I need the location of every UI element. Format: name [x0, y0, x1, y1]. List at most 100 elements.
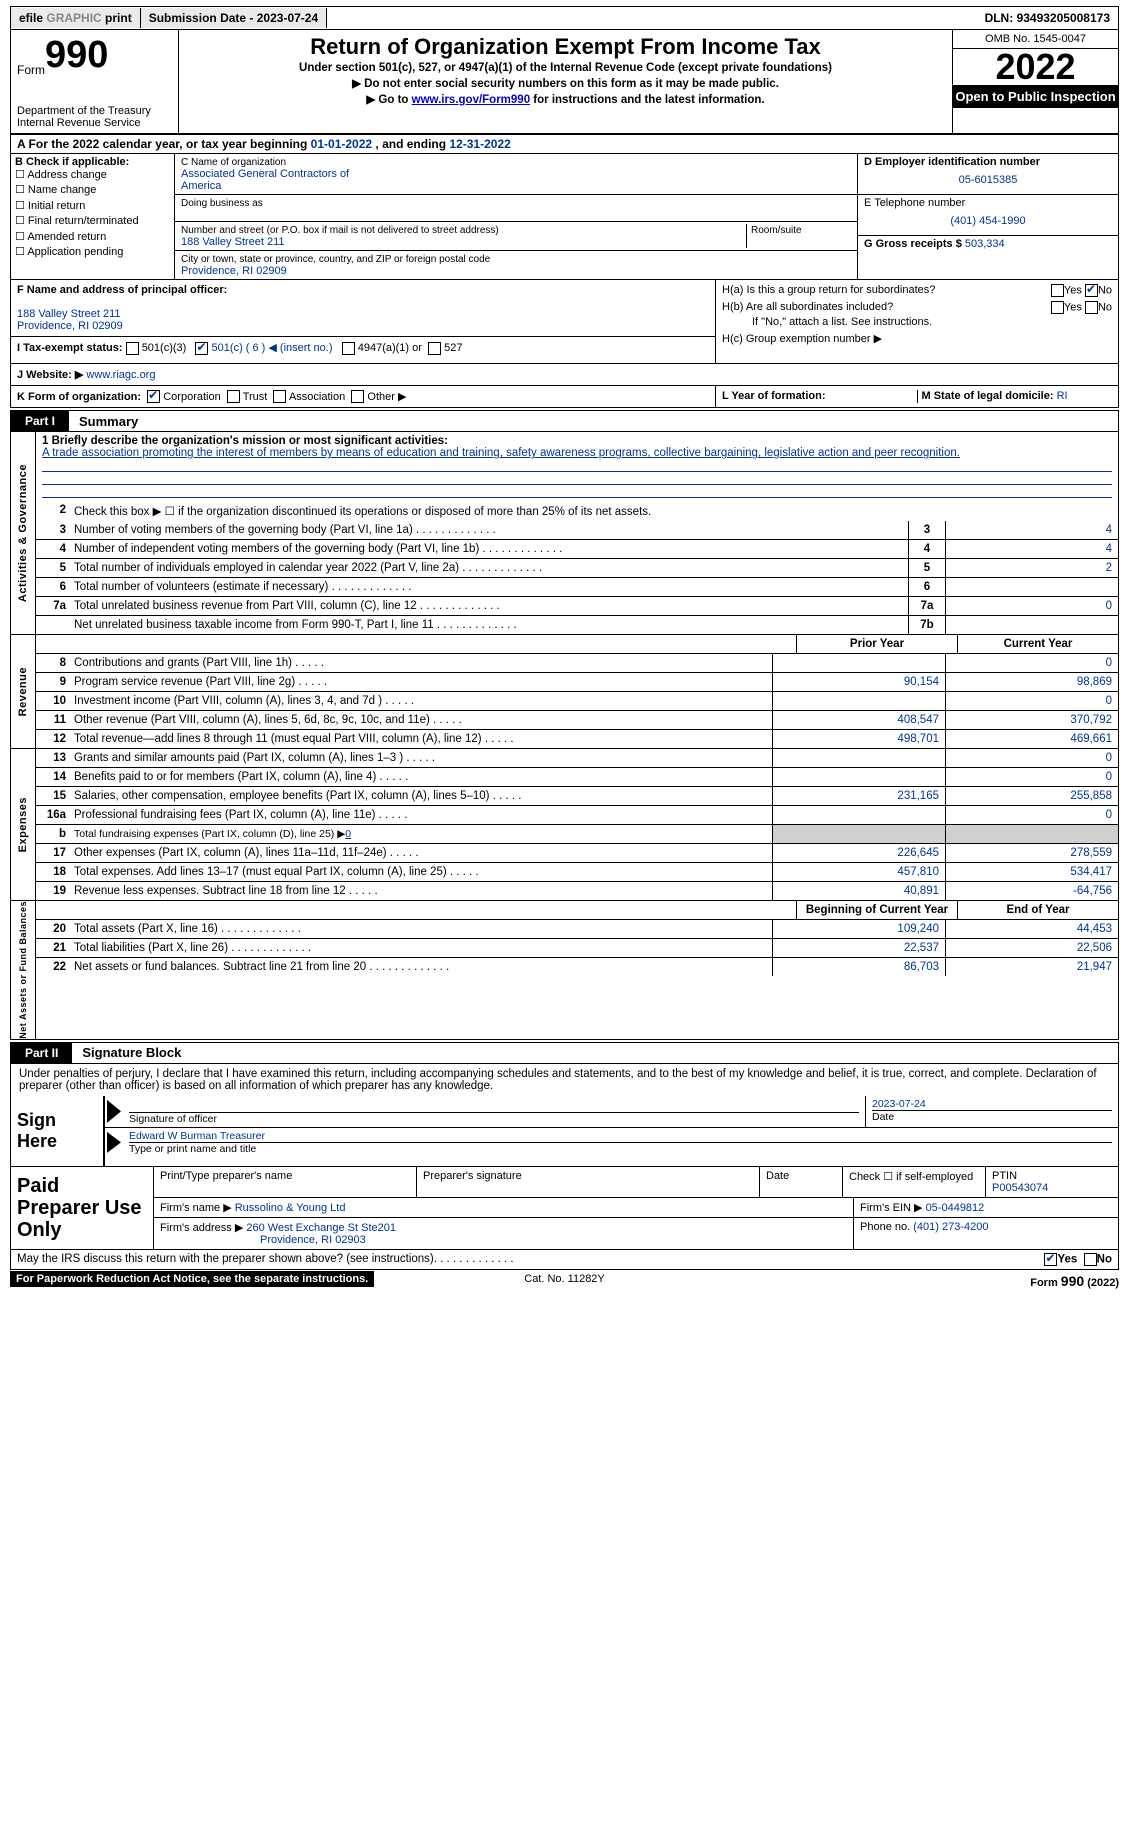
paid-preparer-lbl: Paid Preparer Use Only: [11, 1167, 153, 1249]
irs-link[interactable]: www.irs.gov/Form990: [412, 94, 530, 106]
chk-hb-yes[interactable]: [1051, 301, 1064, 314]
chk-address-change[interactable]: ☐ Address change: [15, 168, 170, 183]
dept-treasury: Department of the Treasury: [17, 105, 172, 117]
table-row: 16aProfessional fundraising fees (Part I…: [36, 806, 1118, 825]
table-row: 13Grants and similar amounts paid (Part …: [36, 749, 1118, 768]
page: efile GRAPHIC print Submission Date - 20…: [0, 0, 1129, 1302]
chk-final-return[interactable]: ☐ Final return/terminated: [15, 214, 170, 229]
table-row: Net unrelated business taxable income fr…: [36, 616, 1118, 634]
chk-501c[interactable]: [195, 342, 208, 355]
firm-name: Russolino & Young Ltd: [235, 1202, 346, 1214]
irs-label: Internal Revenue Service: [17, 117, 172, 129]
chk-hb-no[interactable]: [1085, 301, 1098, 314]
chk-trust[interactable]: [227, 390, 240, 403]
chk-initial-return[interactable]: ☐ Initial return: [15, 199, 170, 214]
sig-arrow-icon: [107, 1132, 121, 1153]
table-row: 7aTotal unrelated business revenue from …: [36, 597, 1118, 616]
table-row: 22Net assets or fund balances. Subtract …: [36, 958, 1118, 976]
table-row: 11Other revenue (Part VIII, column (A), …: [36, 711, 1118, 730]
ein: 05-6015385: [864, 168, 1112, 192]
ptin: P00543074: [992, 1182, 1048, 1194]
tax-year: 2022: [953, 49, 1118, 85]
chk-4947[interactable]: [342, 342, 355, 355]
phone: (401) 454-1990: [864, 209, 1112, 233]
table-row: 5Total number of individuals employed in…: [36, 559, 1118, 578]
row-klm: K Form of organization: Corporation Trus…: [10, 386, 1119, 409]
part1-header: Part I Summary: [10, 410, 1119, 432]
mission-brief: 1 Briefly describe the organization's mi…: [36, 432, 1118, 501]
vlabel-gov: Activities & Governance: [17, 464, 29, 602]
tax-exempt-lbl: I Tax-exempt status:: [17, 342, 123, 354]
table-row: 19Revenue less expenses. Subtract line 1…: [36, 882, 1118, 900]
chk-pending[interactable]: ☐ Application pending: [15, 245, 170, 260]
chk-527[interactable]: [428, 342, 441, 355]
vlabel-rev: Revenue: [17, 667, 29, 716]
chk-amended[interactable]: ☐ Amended return: [15, 230, 170, 245]
efile-button[interactable]: efile GRAPHIC print: [11, 8, 141, 28]
chk-ha-yes[interactable]: [1051, 284, 1064, 297]
chk-discuss-no[interactable]: [1084, 1253, 1097, 1266]
table-row: 3Number of voting members of the governi…: [36, 521, 1118, 540]
form-word: Form: [17, 63, 45, 77]
h-b: H(b) Are all subordinates included?: [722, 301, 1051, 314]
chk-discuss-yes[interactable]: [1044, 1253, 1057, 1266]
signature-block: Under penalties of perjury, I declare th…: [10, 1064, 1119, 1167]
preparer-block: Paid Preparer Use Only Print/Type prepar…: [10, 1167, 1119, 1250]
section-b: B Check if applicable: ☐ Address change …: [11, 154, 175, 279]
sig-arrow-icon: [107, 1100, 121, 1123]
row-a-period: A For the 2022 calendar year, or tax yea…: [10, 135, 1119, 154]
sig-date: 2023-07-24: [872, 1098, 926, 1110]
website[interactable]: www.riagc.org: [83, 369, 155, 381]
submission-date: Submission Date - 2023-07-24: [141, 8, 327, 28]
table-row: 17Other expenses (Part IX, column (A), l…: [36, 844, 1118, 863]
chk-other[interactable]: [351, 390, 364, 403]
chk-501c3[interactable]: [126, 342, 139, 355]
open-to-public: Open to Public Inspection: [953, 85, 1118, 108]
table-row: 6Total number of volunteers (estimate if…: [36, 578, 1118, 597]
h-c: H(c) Group exemption number ▶: [722, 332, 1112, 345]
table-row: 20Total assets (Part X, line 16)109,2404…: [36, 920, 1118, 939]
row-j: J Website: ▶ www.riagc.org: [10, 364, 1119, 386]
block-bcdeg: B Check if applicable: ☐ Address change …: [10, 154, 1119, 280]
table-row: 18Total expenses. Add lines 13–17 (must …: [36, 863, 1118, 882]
summary-netassets: Net Assets or Fund Balances xBeginning o…: [10, 901, 1119, 1040]
table-row: 15Salaries, other compensation, employee…: [36, 787, 1118, 806]
firm-ein: 05-0449812: [926, 1202, 985, 1214]
firm-phone: (401) 273-4200: [913, 1221, 988, 1233]
h-a: H(a) Is this a group return for subordin…: [722, 284, 1051, 297]
table-row: 14Benefits paid to or for members (Part …: [36, 768, 1118, 787]
footer: For Paperwork Reduction Act Notice, see …: [10, 1270, 1119, 1292]
vlabel-net: Net Assets or Fund Balances: [18, 901, 28, 1039]
header-sub2: ▶ Do not enter social security numbers o…: [185, 76, 946, 90]
dln: DLN: 93493205008173: [977, 8, 1118, 28]
table-row: 21Total liabilities (Part X, line 26)22,…: [36, 939, 1118, 958]
chk-assoc[interactable]: [273, 390, 286, 403]
section-deg: D Employer identification number05-60153…: [857, 154, 1118, 279]
gross-receipts: 503,334: [965, 238, 1005, 250]
summary-governance: Activities & Governance 1 Briefly descri…: [10, 432, 1119, 635]
chk-ha-no[interactable]: [1085, 284, 1098, 297]
block-fhi: F Name and address of principal officer:…: [10, 280, 1119, 364]
chk-name-change[interactable]: ☐ Name change: [15, 183, 170, 198]
irs-discuss-row: May the IRS discuss this return with the…: [10, 1250, 1119, 1270]
declaration: Under penalties of perjury, I declare th…: [11, 1064, 1118, 1096]
year-formation: L Year of formation:: [722, 390, 826, 402]
header-sub1: Under section 501(c), 527, or 4947(a)(1)…: [185, 62, 946, 74]
street-address: 188 Valley Street 211: [181, 236, 285, 248]
city-state-zip: Providence, RI 02909: [181, 265, 287, 277]
chk-corp[interactable]: [147, 390, 160, 403]
part2-header: Part II Signature Block: [10, 1042, 1119, 1064]
firm-addr: 260 West Exchange St Ste201: [246, 1222, 396, 1234]
h-note: If "No," attach a list. See instructions…: [722, 316, 1112, 328]
form-header: Form990 Department of the Treasury Inter…: [10, 30, 1119, 135]
toolbar: efile GRAPHIC print Submission Date - 20…: [10, 6, 1119, 30]
vlabel-exp: Expenses: [17, 797, 29, 852]
table-row: bTotal fundraising expenses (Part IX, co…: [36, 825, 1118, 844]
officer-addr1: 188 Valley Street 211: [17, 308, 121, 320]
summary-expenses: Expenses 13Grants and similar amounts pa…: [10, 749, 1119, 901]
table-row: 9Program service revenue (Part VIII, lin…: [36, 673, 1118, 692]
sign-here: Sign Here: [11, 1096, 103, 1166]
state-domicile: RI: [1057, 390, 1068, 402]
officer-name: Edward W Burman Treasurer: [129, 1130, 265, 1142]
table-row: 12Total revenue—add lines 8 through 11 (…: [36, 730, 1118, 748]
